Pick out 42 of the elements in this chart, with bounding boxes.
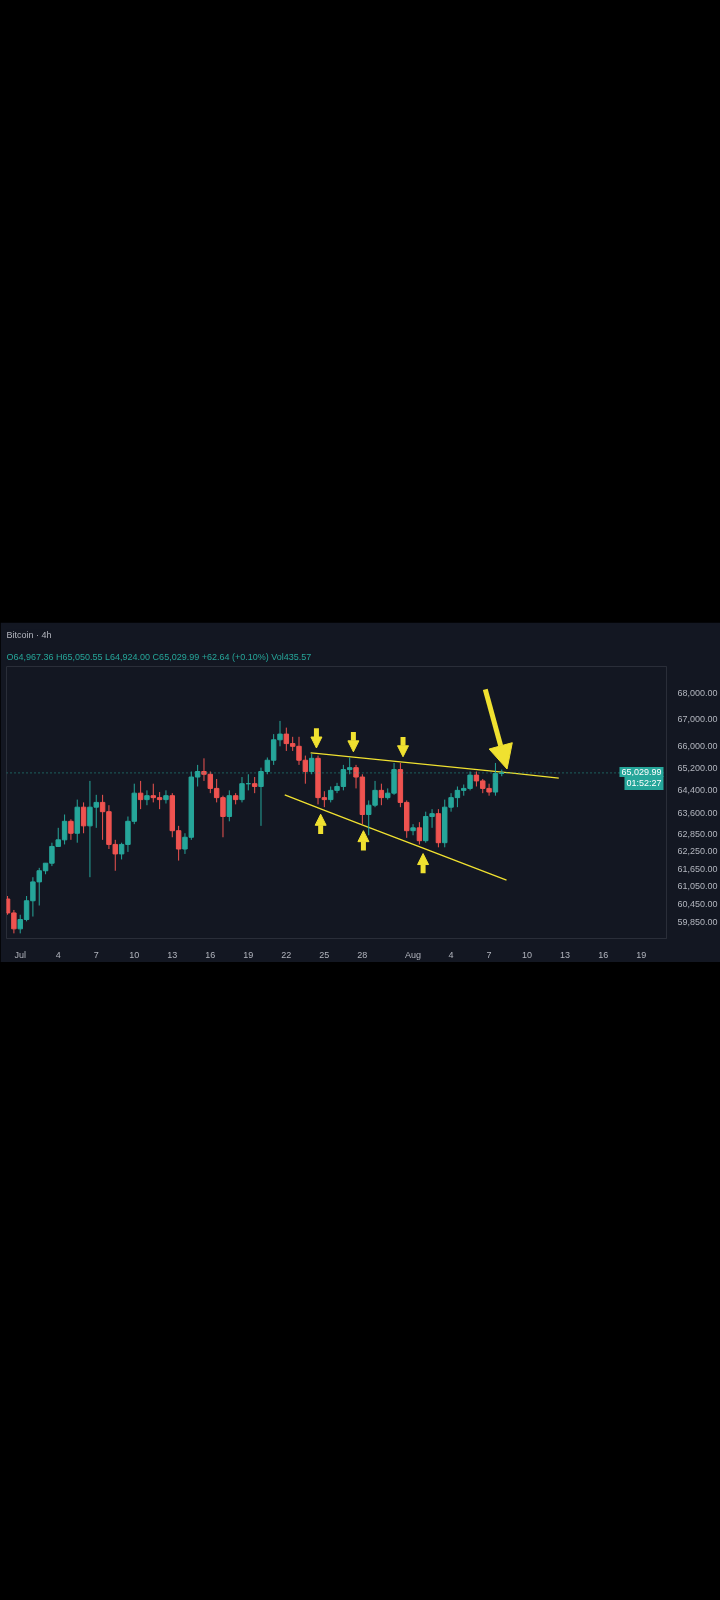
x-tick-label: Aug [405,949,422,960]
x-tick-label: 10 [129,949,140,960]
y-tick-label: 64,400.00 [677,785,718,796]
x-tick-label: 16 [598,949,609,960]
candlestick [378,783,385,806]
x-tick-label: 13 [560,949,571,960]
y-tick-label: 60,450.00 [677,899,718,910]
x-tick-label: 7 [93,949,99,960]
y-tick-label: 68,000.00 [677,687,718,698]
candlestick [410,823,416,836]
annotation: 01:52:27 [626,777,662,788]
x-tick-label: 10 [522,949,533,960]
candlestick [80,801,87,834]
y-tick-label: 67,000.00 [677,714,718,725]
candlestick [416,821,423,845]
candlestick [144,789,150,806]
y-tick-label: 62,250.00 [677,846,718,857]
candlestick [137,780,144,810]
x-tick-label: 25 [319,949,330,960]
x-tick-label: 7 [486,949,492,960]
y-tick-label: 62,850.00 [677,829,718,840]
y-tick-label: 59,850.00 [677,916,718,927]
x-tick-label: 4 [448,949,454,960]
y-tick-label: 61,650.00 [677,863,718,874]
x-tick-label: 13 [167,949,178,960]
candlestick [226,789,233,822]
x-tick-label: 22 [281,949,292,960]
x-tick-label: 28 [357,949,368,960]
x-tick-label: 4 [55,949,61,960]
y-tick-label: 63,600.00 [677,807,718,818]
y-tick-label: 65,200.00 [677,763,718,774]
chart-subtitle: O64,967.36 H65,050.55 L64,924.00 C65,029.99 +62.64 (+0.10%) Vol435.57 [6,651,312,662]
y-tick-label: 61,050.00 [677,881,718,892]
chart-title: Bitcoin · 4h [6,629,52,640]
candlestick [68,818,74,841]
x-tick-label: 19 [243,949,254,960]
x-tick-label: 19 [636,949,647,960]
ref-line-label: 65,029.99 [621,766,662,777]
candlestick [163,789,169,805]
x-tick-label: Jul [14,949,26,960]
y-tick-label: 66,000.00 [677,741,718,752]
x-tick-label: 16 [205,949,216,960]
